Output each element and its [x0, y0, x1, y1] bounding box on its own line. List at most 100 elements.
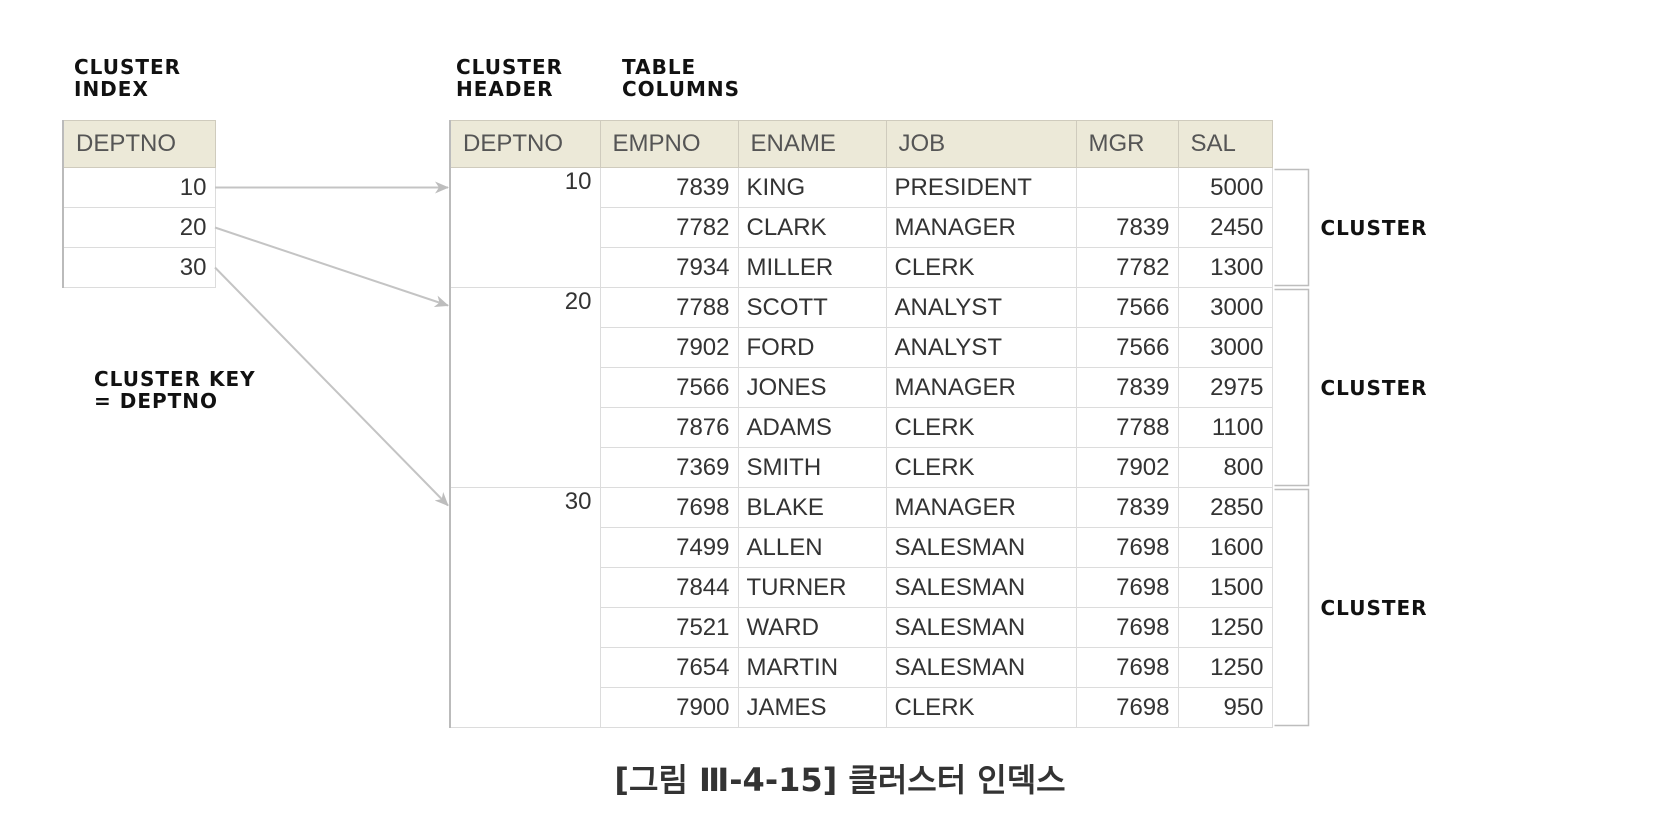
cluster-bracket — [1274, 488, 1310, 727]
column-header-mgr: MGR — [1075, 120, 1179, 168]
cell-sal: 3000 — [1177, 327, 1273, 368]
cell-sal: 1500 — [1177, 567, 1273, 608]
cell-job: CLERK — [885, 447, 1077, 488]
cell-sal: 5000 — [1177, 167, 1273, 208]
cell-sal: 2975 — [1177, 367, 1273, 408]
cell-job: CLERK — [885, 247, 1077, 288]
cell-job: SALESMAN — [885, 607, 1077, 648]
index-row: 20 — [62, 207, 216, 248]
cell-mgr: 7698 — [1075, 527, 1179, 568]
table-row: 7934 MILLER CLERK 7782 1300 — [450, 247, 1273, 288]
cluster-header-cell: 10 — [449, 167, 601, 288]
cell-empno: 7788 — [599, 287, 739, 328]
cluster-label: CLUSTER — [1320, 375, 1428, 400]
cell-ename: MARTIN — [737, 647, 887, 688]
column-header-sal: SAL — [1177, 120, 1273, 168]
cell-empno: 7654 — [599, 647, 739, 688]
cell-ename: SCOTT — [737, 287, 887, 328]
cell-ename: JAMES — [737, 687, 887, 728]
cell-mgr: 7698 — [1075, 607, 1179, 648]
cell-empno: 7902 — [599, 327, 739, 368]
cell-sal: 1250 — [1177, 607, 1273, 648]
cell-ename: JONES — [737, 367, 887, 408]
cell-ename: CLARK — [737, 207, 887, 248]
cell-sal: 950 — [1177, 687, 1273, 728]
index-cell-deptno: 20 — [62, 207, 216, 248]
table-row: 7521 WARD SALESMAN 7698 1250 — [450, 607, 1273, 648]
cell-job: SALESMAN — [885, 567, 1077, 608]
cell-mgr: 7566 — [1075, 287, 1179, 328]
cell-mgr: 7782 — [1075, 247, 1179, 288]
index-row: 30 — [62, 247, 216, 288]
cluster-header-cell: 20 — [449, 287, 601, 488]
table-row: 7369 SMITH CLERK 7902 800 — [450, 447, 1273, 488]
index-cell-deptno: 10 — [62, 167, 216, 208]
cell-empno: 7369 — [599, 447, 739, 488]
cell-ename: ADAMS — [737, 407, 887, 448]
cluster-index-table: DEPTNO 10 20 30 — [62, 120, 216, 288]
cluster-label: CLUSTER — [1320, 595, 1428, 620]
cell-mgr — [1075, 167, 1179, 208]
table-row: 7876 ADAMS CLERK 7788 1100 — [450, 407, 1273, 448]
cell-ename: TURNER — [737, 567, 887, 608]
cell-sal: 800 — [1177, 447, 1273, 488]
cell-job: CLERK — [885, 687, 1077, 728]
table-row: 7902 FORD ANALYST 7566 3000 — [450, 327, 1273, 368]
cell-empno: 7900 — [599, 687, 739, 728]
cell-job: ANALYST — [885, 287, 1077, 328]
cell-empno: 7844 — [599, 567, 739, 608]
cell-sal: 1100 — [1177, 407, 1273, 448]
cluster-header-label: CLUSTER HEADER — [456, 55, 564, 101]
column-header-ename: ENAME — [737, 120, 887, 168]
table-row: 10 7839 KING PRESIDENT 5000 — [449, 167, 1273, 288]
cell-sal: 2850 — [1177, 487, 1273, 528]
cell-job: MANAGER — [885, 367, 1077, 408]
cell-mgr: 7566 — [1075, 327, 1179, 368]
index-header-deptno: DEPTNO — [62, 120, 216, 168]
cell-job: MANAGER — [885, 207, 1077, 248]
index-row: 10 — [62, 167, 216, 208]
cell-sal: 2450 — [1177, 207, 1273, 248]
cell-mgr: 7839 — [1075, 367, 1179, 408]
cell-job: PRESIDENT — [885, 167, 1077, 208]
cluster-bracket — [1274, 168, 1310, 287]
cell-sal: 1250 — [1177, 647, 1273, 688]
cluster-index-label: CLUSTER INDEX — [74, 55, 182, 101]
cell-empno: 7499 — [599, 527, 739, 568]
cell-sal: 1600 — [1177, 527, 1273, 568]
table-row: 7782 CLARK MANAGER 7839 2450 — [450, 207, 1273, 248]
cell-sal: 3000 — [1177, 287, 1273, 328]
cell-job: SALESMAN — [885, 647, 1077, 688]
cell-mgr: 7839 — [1075, 487, 1179, 528]
table-columns-label: TABLE COLUMNS — [622, 55, 740, 101]
table-row: 7844 TURNER SALESMAN 7698 1500 — [450, 567, 1273, 608]
index-cell-deptno: 30 — [62, 247, 216, 288]
index-pointer-arrow — [214, 266, 449, 507]
column-header-empno: EMPNO — [599, 120, 739, 168]
cell-ename: KING — [737, 167, 887, 208]
table-row: 20 7788 SCOTT ANALYST 7566 3000 — [449, 287, 1273, 488]
cluster-header-cell: 30 — [449, 487, 601, 728]
cluster-bracket — [1274, 288, 1310, 487]
cell-ename: MILLER — [737, 247, 887, 288]
table-row: 7654 MARTIN SALESMAN 7698 1250 — [450, 647, 1273, 688]
cell-mgr: 7698 — [1075, 687, 1179, 728]
cell-ename: BLAKE — [737, 487, 887, 528]
column-header-job: JOB — [885, 120, 1077, 168]
table-row: 7566 JONES MANAGER 7839 2975 — [450, 367, 1273, 408]
index-pointer-arrow — [214, 226, 449, 308]
table-row: 7900 JAMES CLERK 7698 950 — [450, 687, 1273, 728]
table-row: 7499 ALLEN SALESMAN 7698 1600 — [450, 527, 1273, 568]
column-header-deptno: DEPTNO — [449, 120, 601, 168]
cell-empno: 7566 — [599, 367, 739, 408]
cell-job: CLERK — [885, 407, 1077, 448]
cell-mgr: 7839 — [1075, 207, 1179, 248]
table-row: 30 7698 BLAKE MANAGER 7839 2850 — [449, 487, 1273, 728]
cell-empno: 7782 — [599, 207, 739, 248]
cell-sal: 1300 — [1177, 247, 1273, 288]
cell-mgr: 7698 — [1075, 567, 1179, 608]
cluster-data-table: DEPTNO EMPNO ENAME JOB MGR SAL 10 7839 KING PRES… — [449, 120, 1273, 728]
cell-ename: FORD — [737, 327, 887, 368]
figure-caption: [그림 Ⅲ-4-15] 클러스터 인덱스 — [614, 761, 1066, 799]
